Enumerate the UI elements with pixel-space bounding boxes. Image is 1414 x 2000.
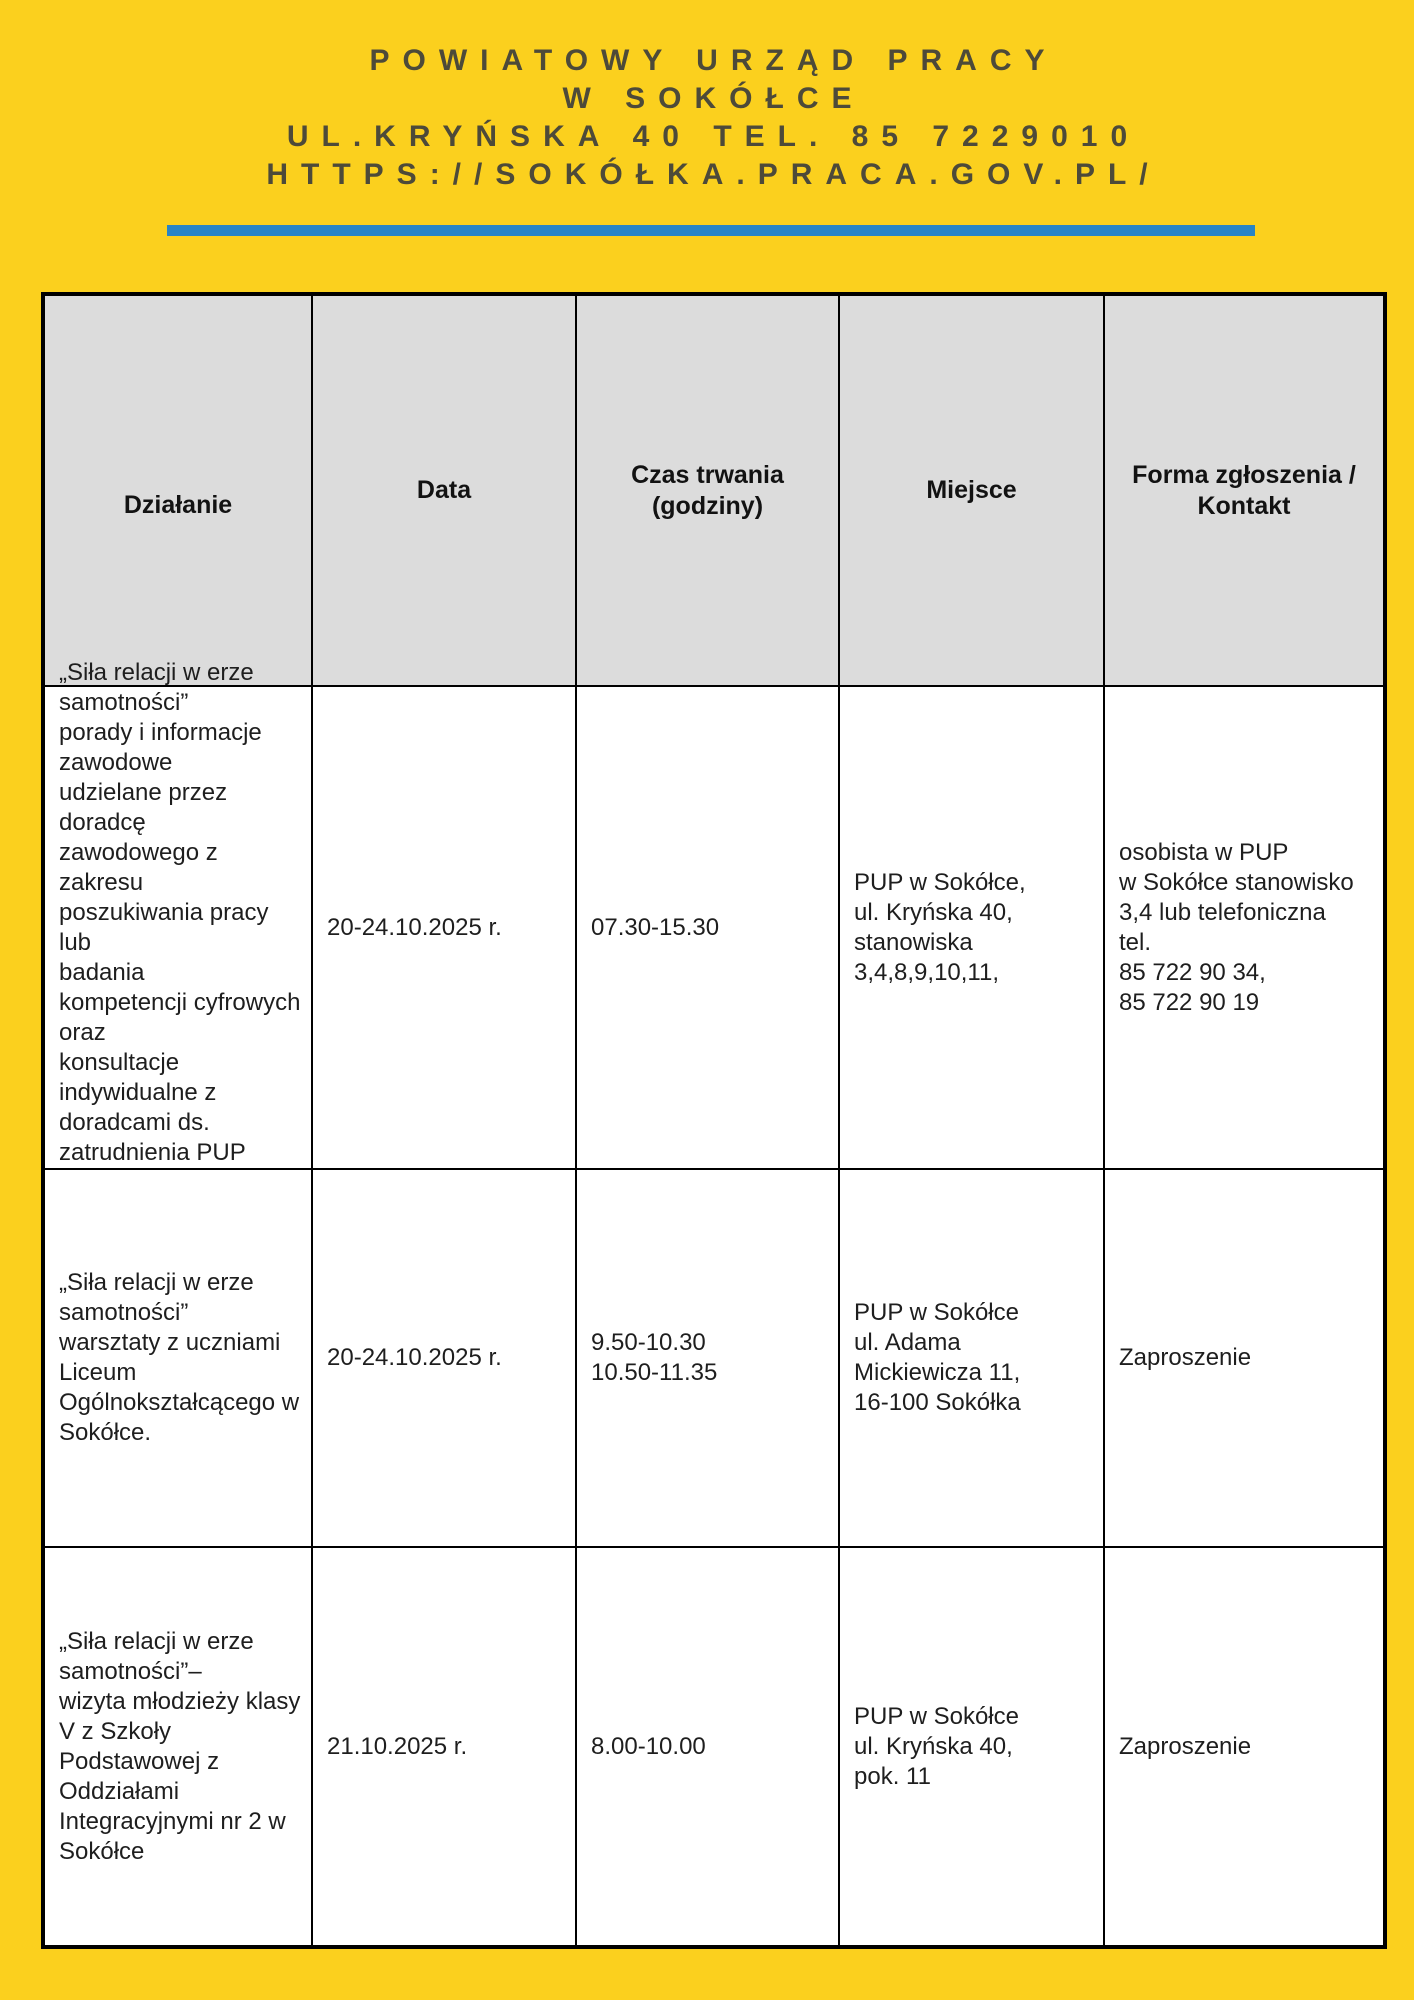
cell-contact-row2: Zaproszenie [1105, 1170, 1383, 1546]
cell-contact-row1: osobista w PUP w Sokółce stanowisko 3,4 … [1105, 687, 1383, 1168]
cell-time-row3: 8.00-10.00 [577, 1548, 838, 1945]
cell-date-row1: 20-24.10.2025 r. [313, 687, 575, 1168]
cell-place-row2: PUP w Sokółce ul. Adama Mickiewicza 11, … [840, 1170, 1103, 1546]
cell-place-row1: PUP w Sokółce, ul. Kryńska 40, stanowisk… [840, 687, 1103, 1168]
cell-activity-row1: „Siła relacji w erze samotności” porady … [45, 659, 311, 1196]
column-header-miejsce: Miejsce [840, 296, 1103, 685]
masthead: POWIATOWY URZĄD PRACY W SOKÓŁCE UL.KRYŃS… [0, 42, 1414, 194]
column-header-czas-trwania: Czas trwania (godziny) [577, 296, 838, 685]
cell-date-row2: 20-24.10.2025 r. [313, 1170, 575, 1546]
column-header-dzialanie: Działanie [45, 296, 311, 685]
cell-time-row2: 9.50-10.30 10.50-11.35 [577, 1170, 838, 1546]
masthead-line-3: UL.KRYŃSKA 40 TEL. 85 7229010 [286, 120, 1141, 153]
cell-activity-row3: „Siła relacji w erze samotności”– wizyta… [45, 1548, 311, 1945]
cell-contact-row3: Zaproszenie [1105, 1548, 1383, 1945]
masthead-line-4: HTTPS://SOKÓŁKA.PRACA.GOV.PL/ [266, 158, 1161, 191]
masthead-line-1: POWIATOWY URZĄD PRACY [369, 44, 1058, 77]
column-header-data: Data [313, 296, 575, 685]
schedule-table: Działanie Data Czas trwania (godziny) Mi… [41, 292, 1387, 1949]
cell-place-row3: PUP w Sokółce ul. Kryńska 40, pok. 11 [840, 1548, 1103, 1945]
cell-time-row1: 07.30-15.30 [577, 687, 838, 1168]
cell-date-row3: 21.10.2025 r. [313, 1548, 575, 1945]
divider-bar [167, 225, 1255, 236]
column-header-forma-zgloszenia: Forma zgłoszenia / Kontakt [1105, 296, 1383, 685]
masthead-line-2: W SOKÓŁCE [562, 82, 865, 115]
cell-activity-row2: „Siła relacji w erze samotności” warszta… [45, 1170, 311, 1546]
